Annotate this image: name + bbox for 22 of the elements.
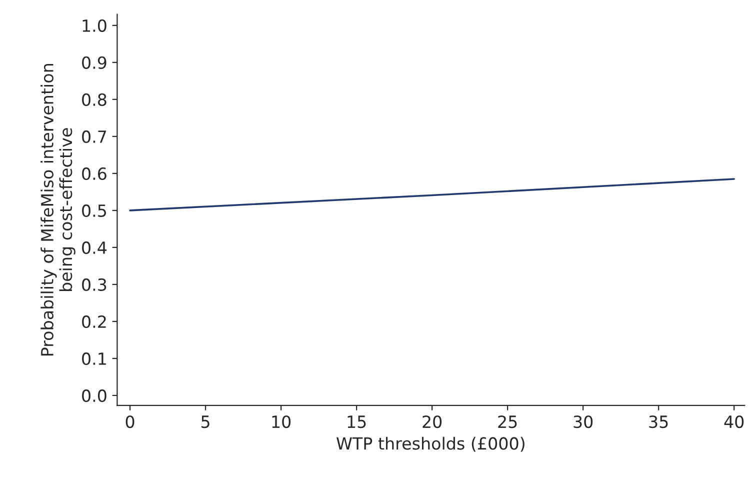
x-tick-label: 40 — [724, 415, 744, 428]
y-tick-label: 0.1 — [82, 352, 106, 366]
x-tick-label: 0 — [126, 415, 134, 428]
y-tick-label: 0.3 — [82, 278, 106, 292]
y-axis-title: Probability of MifeMiso intervention being cost-effective — [40, 64, 76, 356]
x-tick-label: 25 — [498, 415, 517, 428]
y-tick-label: 0.0 — [82, 389, 106, 402]
x-tick-label: 5 — [202, 416, 210, 428]
y-tick-label: 0.7 — [82, 130, 106, 143]
y-tick-label: 0.2 — [82, 315, 106, 328]
y-tick-label: 0.4 — [82, 241, 107, 254]
x-tick-label: 20 — [422, 415, 442, 428]
y-tick-label: 0.8 — [82, 93, 106, 106]
y-tick-label: 1.0 — [82, 19, 106, 32]
y-tick-label: 0.6 — [82, 167, 106, 180]
x-tick-label: 15 — [348, 416, 366, 428]
x-tick-label: 30 — [574, 415, 593, 428]
y-tick-label: 0.5 — [82, 204, 106, 218]
x-axis-title: WTP thresholds (£000) — [336, 436, 524, 452]
y-tick-label: 0.9 — [82, 56, 106, 69]
x-tick-label: 35 — [649, 415, 668, 428]
x-tick-label: 10 — [272, 415, 291, 428]
